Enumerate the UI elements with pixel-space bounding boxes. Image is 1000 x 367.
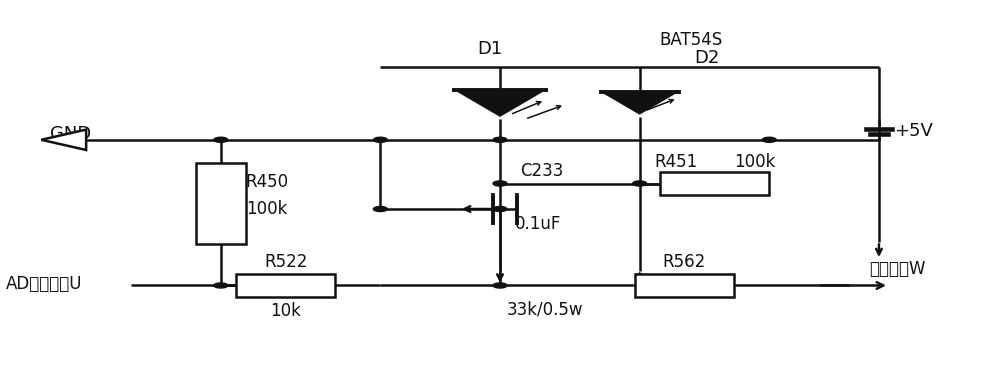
- Text: 33k/0.5w: 33k/0.5w: [507, 300, 583, 318]
- Circle shape: [493, 283, 507, 288]
- Circle shape: [373, 207, 387, 211]
- Circle shape: [373, 137, 387, 142]
- Text: R450: R450: [246, 173, 289, 191]
- Bar: [660, 172, 769, 195]
- Text: 10k: 10k: [270, 302, 301, 320]
- Polygon shape: [41, 130, 86, 150]
- Bar: [196, 163, 246, 244]
- Circle shape: [214, 137, 228, 142]
- Text: AD采样通道U: AD采样通道U: [6, 275, 83, 292]
- Polygon shape: [601, 92, 679, 115]
- Circle shape: [493, 181, 507, 186]
- Text: R451: R451: [655, 153, 698, 171]
- Text: BAT54S: BAT54S: [660, 30, 723, 49]
- Circle shape: [762, 137, 776, 142]
- Circle shape: [633, 181, 647, 186]
- Text: 0.1uF: 0.1uF: [515, 215, 561, 233]
- Text: GND: GND: [50, 125, 91, 143]
- Circle shape: [493, 207, 507, 211]
- Text: +5V: +5V: [894, 122, 933, 140]
- Text: R562: R562: [663, 253, 706, 271]
- Bar: [236, 274, 335, 297]
- Bar: [635, 274, 734, 297]
- Text: D2: D2: [694, 49, 720, 67]
- Text: 开关量输W: 开关量输W: [869, 260, 925, 278]
- Text: C233: C233: [520, 162, 563, 180]
- Text: R522: R522: [264, 253, 307, 271]
- Circle shape: [214, 283, 228, 288]
- Polygon shape: [454, 90, 546, 117]
- Text: 100k: 100k: [246, 200, 287, 218]
- Circle shape: [493, 137, 507, 142]
- Text: 100k: 100k: [734, 153, 776, 171]
- Text: D1: D1: [477, 40, 503, 58]
